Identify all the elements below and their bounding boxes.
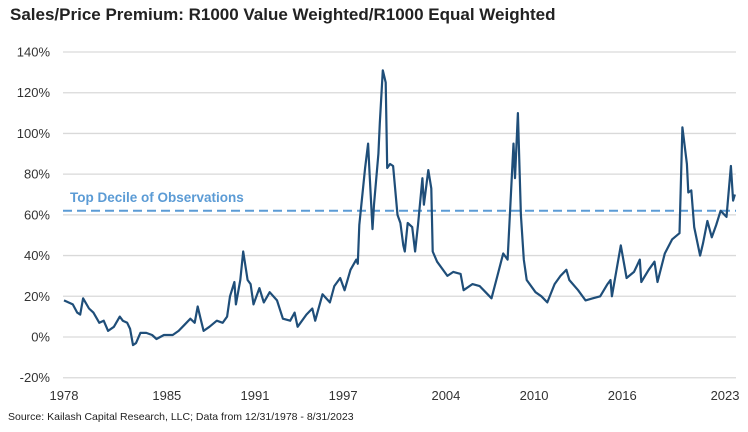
y-tick-label: 120%	[17, 85, 51, 100]
y-tick-label: 20%	[24, 289, 50, 304]
x-tick-label: 2004	[431, 388, 460, 403]
y-tick-label: 140%	[17, 45, 51, 60]
y-tick-label: 0%	[31, 330, 50, 345]
x-tick-label: 2010	[520, 388, 549, 403]
chart-title: Sales/Price Premium: R1000 Value Weighte…	[10, 5, 556, 24]
top-decile-label: Top Decile of Observations	[70, 190, 244, 205]
x-tick-label: 1991	[241, 388, 270, 403]
premium-series-line	[63, 69, 736, 347]
source-note: Source: Kailash Capital Research, LLC; D…	[8, 411, 354, 423]
x-tick-label: 1985	[152, 388, 181, 403]
x-tick-label: 1978	[50, 388, 79, 403]
x-tick-label: 1997	[329, 388, 358, 403]
x-tick-label: 2016	[608, 388, 637, 403]
y-tick-label: 80%	[24, 167, 50, 182]
y-tick-label: 60%	[24, 207, 50, 222]
y-tick-label: 40%	[24, 248, 50, 263]
y-tick-label: -20%	[20, 370, 51, 385]
y-tick-label: 100%	[17, 126, 51, 141]
x-tick-label: 2023	[711, 388, 740, 403]
